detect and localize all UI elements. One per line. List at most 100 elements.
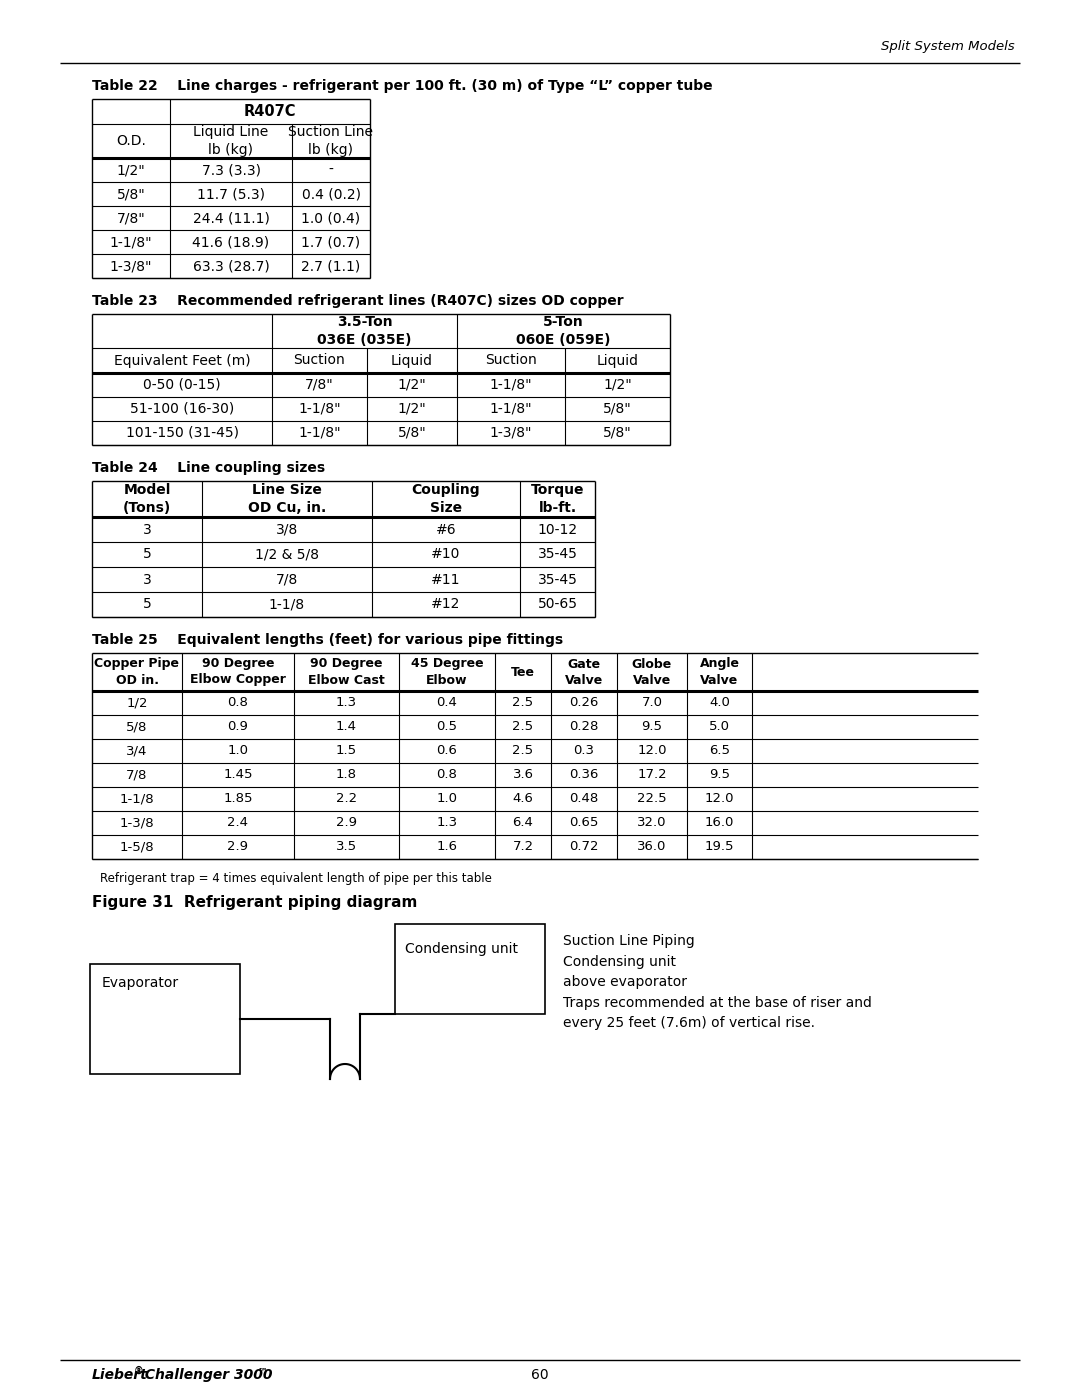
Text: Figure 31  Refrigerant piping diagram: Figure 31 Refrigerant piping diagram: [92, 895, 417, 909]
Text: 5.0: 5.0: [708, 721, 730, 733]
Text: 4.0: 4.0: [710, 697, 730, 710]
Text: 5/8": 5/8": [117, 187, 146, 201]
Text: 1.3: 1.3: [336, 697, 357, 710]
Text: 0.9: 0.9: [228, 721, 248, 733]
Text: 1.85: 1.85: [224, 792, 253, 806]
Text: 1-1/8": 1-1/8": [489, 402, 532, 416]
Text: 1.8: 1.8: [336, 768, 357, 781]
Text: 36.0: 36.0: [637, 841, 666, 854]
Bar: [395, 923, 545, 1014]
Text: 0.48: 0.48: [569, 792, 598, 806]
Text: 1-3/8": 1-3/8": [110, 258, 152, 272]
Text: 5/8": 5/8": [603, 402, 632, 416]
Text: Suction Line
lb (kg): Suction Line lb (kg): [288, 126, 374, 156]
Text: -: -: [328, 163, 334, 177]
Text: Globe
Valve: Globe Valve: [632, 658, 672, 686]
Text: 0.3: 0.3: [573, 745, 594, 757]
Text: 0.4: 0.4: [436, 697, 458, 710]
Text: 1/2: 1/2: [126, 697, 148, 710]
Text: 7/8: 7/8: [126, 768, 148, 781]
Text: 2.7 (1.1): 2.7 (1.1): [301, 258, 361, 272]
Text: 0.6: 0.6: [436, 745, 458, 757]
Text: 2.9: 2.9: [336, 816, 357, 830]
Text: Split System Models: Split System Models: [881, 41, 1015, 53]
Text: 1.0: 1.0: [228, 745, 248, 757]
Text: Suction: Suction: [294, 353, 346, 367]
Text: ™: ™: [258, 1366, 268, 1376]
Text: 1-1/8: 1-1/8: [120, 792, 154, 806]
Text: 45 Degree
Elbow: 45 Degree Elbow: [410, 658, 484, 686]
Text: 1/2": 1/2": [603, 379, 632, 393]
Bar: [90, 964, 240, 1074]
Text: 7/8": 7/8": [117, 211, 146, 225]
Text: Liquid Line
lb (kg): Liquid Line lb (kg): [193, 126, 269, 156]
Text: 2.5: 2.5: [512, 697, 534, 710]
Text: 2.5: 2.5: [512, 721, 534, 733]
Text: 1.5: 1.5: [336, 745, 357, 757]
Text: 7.3 (3.3): 7.3 (3.3): [202, 163, 260, 177]
Text: 0.8: 0.8: [436, 768, 458, 781]
Text: Line Size
OD Cu, in.: Line Size OD Cu, in.: [248, 483, 326, 514]
Text: 90 Degree
Elbow Cast: 90 Degree Elbow Cast: [308, 658, 384, 686]
Text: Evaporator: Evaporator: [102, 977, 179, 990]
Text: 1/2 & 5/8: 1/2 & 5/8: [255, 548, 319, 562]
Text: 7.0: 7.0: [642, 697, 662, 710]
Text: O.D.: O.D.: [116, 134, 146, 148]
Text: 5: 5: [143, 548, 151, 562]
Text: 7/8: 7/8: [275, 573, 298, 587]
Text: 5/8": 5/8": [397, 426, 427, 440]
Text: 0-50 (0-15): 0-50 (0-15): [144, 379, 220, 393]
Text: Torque
lb-ft.: Torque lb-ft.: [530, 483, 584, 514]
Text: 60: 60: [531, 1368, 549, 1382]
Text: Coupling
Size: Coupling Size: [411, 483, 481, 514]
Text: 0.28: 0.28: [569, 721, 598, 733]
Text: 63.3 (28.7): 63.3 (28.7): [192, 258, 269, 272]
Text: Liquid: Liquid: [391, 353, 433, 367]
Text: 1.0 (0.4): 1.0 (0.4): [301, 211, 361, 225]
Text: 9.5: 9.5: [708, 768, 730, 781]
Text: Table 23    Recommended refrigerant lines (R407C) sizes OD copper: Table 23 Recommended refrigerant lines (…: [92, 293, 623, 307]
Text: 1.45: 1.45: [224, 768, 253, 781]
Text: Suction Line Piping
Condensing unit
above evaporator
Traps recommended at the ba: Suction Line Piping Condensing unit abov…: [563, 935, 872, 1031]
Text: 35-45: 35-45: [538, 573, 578, 587]
Text: 1/2": 1/2": [397, 379, 427, 393]
Text: 41.6 (18.9): 41.6 (18.9): [192, 235, 270, 249]
Text: 51-100 (16-30): 51-100 (16-30): [130, 402, 234, 416]
Text: Gate
Valve: Gate Valve: [565, 658, 603, 686]
Text: 1-1/8": 1-1/8": [298, 402, 341, 416]
Text: #11: #11: [431, 573, 461, 587]
Text: Liquid: Liquid: [596, 353, 638, 367]
Text: Angle
Valve: Angle Valve: [700, 658, 740, 686]
Text: 5/8": 5/8": [603, 426, 632, 440]
Text: 35-45: 35-45: [538, 548, 578, 562]
Text: 2.4: 2.4: [228, 816, 248, 830]
Text: 1-3/8": 1-3/8": [489, 426, 532, 440]
Text: #12: #12: [431, 598, 461, 612]
Text: 2.5: 2.5: [512, 745, 534, 757]
Text: Suction: Suction: [485, 353, 537, 367]
Text: 12.0: 12.0: [637, 745, 666, 757]
Text: Refrigerant trap = 4 times equivalent length of pipe per this table: Refrigerant trap = 4 times equivalent le…: [100, 872, 491, 886]
Text: #10: #10: [431, 548, 461, 562]
Text: Liebert: Liebert: [92, 1368, 148, 1382]
Text: 3.5-Ton
036E (035E): 3.5-Ton 036E (035E): [318, 316, 411, 346]
Text: 2.2: 2.2: [336, 792, 357, 806]
Text: 50-65: 50-65: [538, 598, 578, 612]
Text: 17.2: 17.2: [637, 768, 666, 781]
Text: Table 25    Equivalent lengths (feet) for various pipe fittings: Table 25 Equivalent lengths (feet) for v…: [92, 633, 563, 647]
Text: 1/2": 1/2": [397, 402, 427, 416]
Text: 12.0: 12.0: [705, 792, 734, 806]
Text: 1-5/8: 1-5/8: [120, 841, 154, 854]
Text: 1-1/8: 1-1/8: [269, 598, 305, 612]
Text: 3.6: 3.6: [513, 768, 534, 781]
Text: #6: #6: [435, 522, 457, 536]
Text: 19.5: 19.5: [705, 841, 734, 854]
Text: 0.65: 0.65: [569, 816, 598, 830]
Text: Table 24    Line coupling sizes: Table 24 Line coupling sizes: [92, 461, 325, 475]
Text: Table 22    Line charges - refrigerant per 100 ft. (30 m) of Type “L” copper tub: Table 22 Line charges - refrigerant per …: [92, 80, 713, 94]
Text: 5-Ton
060E (059E): 5-Ton 060E (059E): [516, 316, 611, 346]
Text: Condensing unit: Condensing unit: [405, 942, 518, 956]
Text: 0.4 (0.2): 0.4 (0.2): [301, 187, 361, 201]
Text: 6.5: 6.5: [708, 745, 730, 757]
Text: 16.0: 16.0: [705, 816, 734, 830]
